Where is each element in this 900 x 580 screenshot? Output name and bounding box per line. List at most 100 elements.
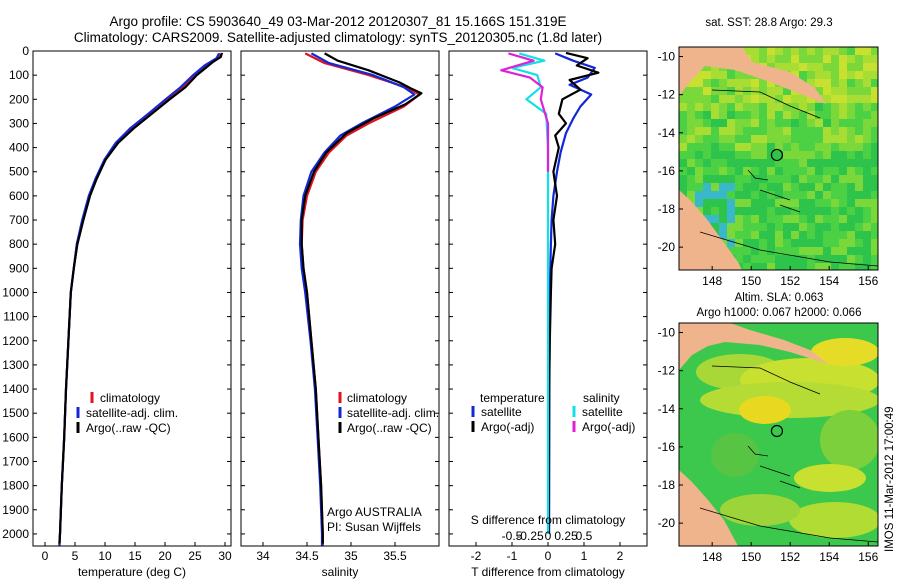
sst-cell: [839, 55, 847, 63]
sla-blob: [711, 433, 759, 477]
lon-tick-label: 148: [702, 550, 722, 564]
legend-label-argo: Argo(..raw -QC): [347, 421, 432, 435]
x-tick-label: 5: [72, 549, 79, 563]
sst-cell: [743, 71, 751, 79]
lat-tick-label: -20: [658, 240, 676, 254]
depth-tick-label: 200: [9, 92, 29, 106]
s-tick-label: -0.25: [516, 529, 544, 543]
sst-cell: [791, 159, 799, 167]
sst-cell: [855, 199, 863, 207]
sst-cell: [751, 159, 759, 167]
sst-cell: [871, 183, 878, 191]
sst-cell: [695, 127, 703, 135]
lat-tick-label: -18: [658, 478, 676, 492]
sst-cell: [807, 167, 815, 175]
x-tick-label: 34: [256, 549, 270, 563]
sst-cell: [783, 191, 791, 199]
x-tick-label: 35: [344, 549, 358, 563]
sst-cell: [687, 183, 695, 191]
sst-cell: [823, 127, 831, 135]
sst-cell: [863, 263, 871, 270]
sst-cell: [863, 239, 871, 247]
sst-cell: [831, 71, 839, 79]
sst-cell: [855, 223, 863, 231]
sst-cell: [759, 159, 767, 167]
sst-cell: [799, 223, 807, 231]
sst-cell: [807, 191, 815, 199]
sst-cell: [807, 223, 815, 231]
sst-cell: [791, 215, 799, 223]
sst-cell: [831, 159, 839, 167]
sst-cell: [751, 151, 759, 159]
sst-cell: [775, 239, 783, 247]
sst-cell: [823, 207, 831, 215]
sst-cell: [719, 111, 727, 119]
depth-tick-label: 100: [9, 68, 29, 82]
sst-cell: [687, 111, 695, 119]
lon-tick-label: 154: [819, 274, 839, 288]
sst-cell: [839, 239, 847, 247]
sst-cell: [839, 79, 847, 87]
sst-cell: [823, 223, 831, 231]
sst-cell: [735, 167, 743, 175]
depth-tick-label: 1500: [2, 406, 29, 420]
sst-cell: [703, 135, 711, 143]
sst-cell: [799, 263, 807, 270]
sst-cell: [679, 119, 687, 127]
sst-cell: [783, 239, 791, 247]
sst-cell: [711, 143, 719, 151]
lat-tick-label: -16: [658, 440, 676, 454]
sst-cell: [863, 191, 871, 199]
sst-cell: [863, 111, 871, 119]
sst-cell: [847, 199, 855, 207]
sst-cell: [823, 263, 831, 270]
x-tick-label: 0: [42, 549, 49, 563]
legend-header-temperature: temperature: [480, 391, 545, 405]
sst-cell: [823, 247, 831, 255]
sst-cell: [855, 103, 863, 111]
sst-cell: [735, 207, 743, 215]
sst-cell: [783, 95, 791, 103]
lon-tick-label: 148: [702, 274, 722, 288]
sst-cell: [719, 87, 727, 95]
sst-cell: [687, 143, 695, 151]
sst-cell: [783, 255, 791, 263]
sst-cell: [695, 159, 703, 167]
sst-cell: [847, 135, 855, 143]
sst-cell: [767, 223, 775, 231]
sst-cell: [711, 95, 719, 103]
sst-cell: [767, 215, 775, 223]
sst-cell: [831, 247, 839, 255]
sst-cell: [847, 231, 855, 239]
sst-cell: [783, 47, 791, 55]
sst-cell: [839, 151, 847, 159]
depth-tick-label: 300: [9, 116, 29, 130]
sst-cell: [847, 119, 855, 127]
sst-cell: [751, 79, 759, 87]
sst-cell: [807, 111, 815, 119]
sst-cell: [863, 127, 871, 135]
sst-cell: [847, 95, 855, 103]
sst-cell: [807, 63, 815, 71]
sst-cell: [759, 143, 767, 151]
sst-cell: [703, 167, 711, 175]
sst-cell: [871, 231, 878, 239]
sst-cell: [791, 255, 799, 263]
sst-cell: [775, 199, 783, 207]
sst-cell: [847, 55, 855, 63]
sst-cell: [855, 87, 863, 95]
sst-cell: [791, 55, 799, 63]
sst-cell: [727, 207, 735, 215]
sst-cell: [751, 103, 759, 111]
sst-cell: [855, 79, 863, 87]
sst-cell: [839, 263, 847, 270]
sst-map-coastlines: [699, 89, 878, 267]
sst-cell: [839, 103, 847, 111]
sla-map-coastlines: [699, 365, 878, 543]
sst-cell: [727, 159, 735, 167]
sst-cell: [799, 167, 807, 175]
sst-cell: [759, 151, 767, 159]
sst-cell: [743, 207, 751, 215]
sst-cell: [871, 111, 878, 119]
legend-label-t-satellite: satellite: [481, 405, 522, 419]
